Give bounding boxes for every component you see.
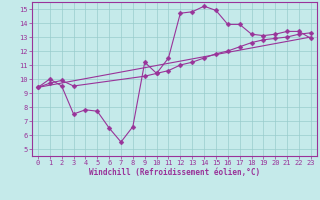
- X-axis label: Windchill (Refroidissement éolien,°C): Windchill (Refroidissement éolien,°C): [89, 168, 260, 177]
